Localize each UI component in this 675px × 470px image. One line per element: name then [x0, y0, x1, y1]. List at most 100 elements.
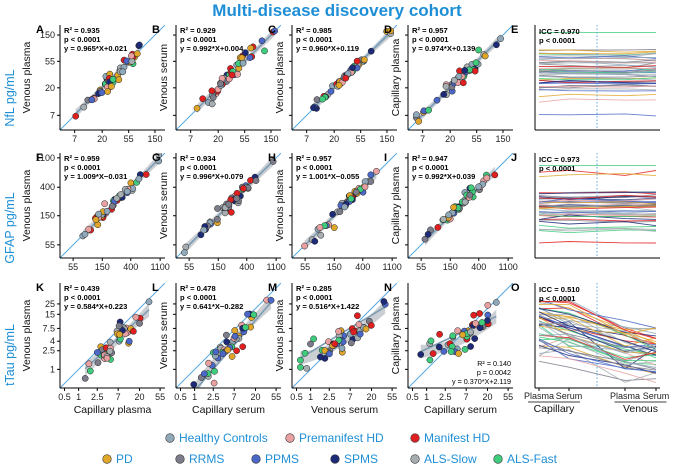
stat-line: p < 0.0001: [539, 164, 576, 173]
row-label-ttau: tTau pg/mL: [3, 324, 17, 386]
data-point: [136, 320, 143, 327]
data-point: [197, 231, 205, 239]
data-point: [214, 205, 221, 212]
data-point: [250, 311, 258, 319]
data-point: [450, 203, 457, 211]
data-point: [335, 328, 342, 335]
data-point: [467, 343, 474, 350]
legend-item: ALS-Fast: [493, 452, 558, 466]
subject-line: [538, 360, 657, 381]
data-point: [352, 188, 360, 196]
data-point: [484, 301, 492, 309]
stat-line: p < 0.0001: [412, 163, 449, 172]
data-point: [367, 322, 375, 329]
legend: Healthy Controls Premanifest HD Manifest H…: [102, 431, 558, 466]
data-point: [200, 226, 208, 234]
data-point: [205, 359, 212, 367]
legend-marker: [285, 433, 295, 443]
data-point: [341, 203, 348, 211]
data-point: [208, 87, 216, 95]
stat-line: p < 0.0001: [180, 35, 217, 44]
x-tick-label: 20: [483, 392, 493, 402]
panel-label-F: F: [36, 152, 43, 164]
data-point: [132, 313, 140, 321]
stat-line: y = 0.965*X+0.021: [64, 44, 128, 53]
data-point: [115, 76, 123, 84]
subject-line: [538, 74, 657, 78]
data-point: [108, 202, 116, 210]
data-point: [242, 323, 249, 331]
data-point: [234, 70, 241, 78]
x-tick-label: 7: [464, 392, 469, 402]
data-point: [317, 353, 324, 361]
data-point: [442, 83, 450, 90]
subject-line: [538, 220, 657, 227]
x-tick-label: 150: [495, 134, 510, 144]
x-category-label: Serum: [643, 391, 670, 401]
data-point: [135, 175, 143, 183]
data-point: [212, 348, 220, 356]
data-point: [413, 111, 420, 119]
data-point: [228, 71, 236, 79]
y-tick-label: 55: [45, 56, 55, 66]
plot-area: [292, 283, 397, 388]
data-point: [133, 50, 141, 58]
x-axis-label: Capillary serum: [424, 404, 497, 416]
legend-marker: [493, 454, 503, 464]
plot-area: [292, 153, 397, 258]
x-tick-label: 55: [271, 392, 281, 402]
subject-line: [538, 210, 657, 214]
data-point: [367, 171, 375, 179]
legend-label: Manifest HD: [424, 431, 490, 445]
data-point: [303, 364, 311, 372]
plot-area: [292, 25, 397, 130]
stat-line: R² = 0.929: [180, 26, 216, 35]
data-point: [307, 340, 314, 348]
x-tick-label: 55: [300, 262, 310, 272]
stat-line: y = 0.370*X+2.119: [452, 377, 511, 386]
plot-area: [408, 283, 513, 388]
subject-line: [538, 72, 657, 77]
x-tick-label: 150: [95, 262, 110, 272]
stat-line: y = 1.001*X−0.055: [296, 172, 360, 181]
subject-line: [538, 113, 657, 117]
data-point: [95, 210, 102, 218]
stat-line: p < 0.0001: [412, 35, 449, 44]
stat-line: p < 0.0001: [64, 35, 101, 44]
subject-line: [539, 65, 657, 68]
data-point: [461, 346, 469, 353]
legend-marker: [251, 454, 261, 464]
subject-line: [538, 299, 657, 330]
legend-marker: [175, 454, 185, 464]
data-point: [362, 325, 370, 333]
data-point: [317, 231, 325, 239]
legend-item: PPMS: [251, 452, 299, 466]
stat-line: R² = 0.935: [64, 26, 100, 35]
data-point: [472, 59, 480, 67]
x-tick-label: 55: [68, 262, 78, 272]
data-point: [459, 331, 467, 339]
data-point: [301, 242, 308, 250]
plot-area: [176, 153, 281, 258]
panel-label-M: M: [268, 282, 277, 294]
data-point: [239, 59, 247, 67]
data-point: [466, 191, 474, 199]
subject-line: [538, 219, 657, 223]
legend-label: Premanifest HD: [299, 431, 384, 445]
data-point: [330, 224, 338, 231]
stat-line: R² = 0.934: [180, 154, 216, 163]
data-point: [86, 367, 94, 375]
data-point: [387, 27, 395, 35]
y-axis-label: Venous plasma: [21, 299, 33, 371]
x-tick-label: 55: [184, 262, 194, 272]
x-tick-label: 2.5: [323, 392, 336, 402]
data-point: [461, 198, 469, 206]
data-point: [267, 296, 275, 304]
data-point: [239, 343, 247, 351]
data-point: [219, 350, 227, 358]
x-tick-label: 20: [97, 134, 107, 144]
